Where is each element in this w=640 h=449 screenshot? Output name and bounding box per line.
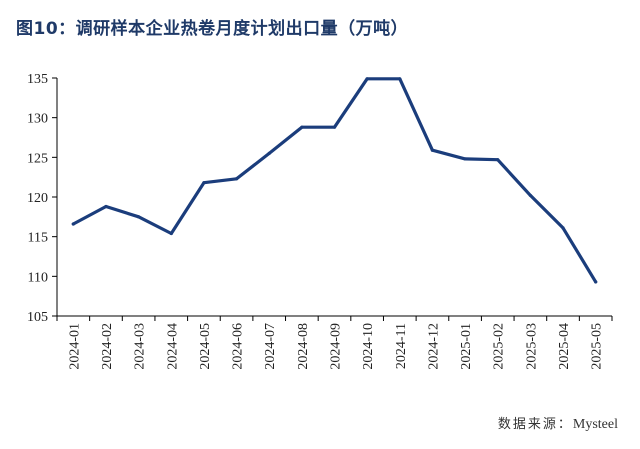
- x-tick-label: 2024-08: [296, 323, 311, 370]
- y-tick-label: 105: [27, 310, 48, 325]
- x-tick-label: 2024-05: [198, 323, 213, 370]
- data-point: [594, 280, 598, 284]
- x-tick-label: 2025-04: [557, 323, 572, 370]
- data-point: [528, 193, 532, 198]
- chart-title: 图10：调研样本企业热卷月度计划出口量（万吨）: [16, 19, 409, 39]
- y-tick-label: 115: [28, 231, 48, 246]
- x-tick-label: 2024-09: [329, 323, 344, 370]
- x-tick-label: 2024-06: [231, 323, 246, 370]
- data-point: [463, 157, 467, 161]
- x-tick-label: 2025-01: [459, 323, 474, 370]
- series-line: [71, 77, 598, 284]
- y-tick-label: 125: [27, 151, 48, 166]
- x-tick-label: 2024-01: [67, 323, 82, 370]
- data-point: [561, 226, 565, 230]
- data-point: [104, 204, 108, 209]
- data-point: [365, 77, 369, 81]
- y-tick-label: 130: [27, 112, 48, 127]
- y-tick-label: 110: [28, 270, 48, 285]
- data-point: [300, 125, 304, 129]
- x-tick-label: 2024-12: [426, 323, 441, 370]
- data-point: [169, 231, 173, 236]
- x-tick-label: 2024-04: [165, 323, 180, 370]
- data-point: [332, 125, 337, 129]
- x-tick-label: 2024-02: [100, 323, 115, 370]
- x-tick-label: 2025-05: [590, 323, 605, 370]
- x-tick-label: 2025-02: [492, 323, 507, 370]
- chart-series: [71, 77, 598, 284]
- data-point: [234, 177, 239, 181]
- y-tick-label: 120: [27, 191, 48, 206]
- x-tick-label: 2024-07: [263, 323, 278, 370]
- x-tick-label: 2024-11: [394, 323, 409, 369]
- data-point: [430, 148, 435, 152]
- data-point: [267, 151, 271, 155]
- data-point: [496, 158, 500, 162]
- y-tick-label: 135: [27, 72, 48, 87]
- x-tick-label: 2025-03: [524, 323, 539, 370]
- source-label: 数据来源：: [497, 417, 573, 432]
- x-tick-label: 2024-03: [133, 323, 148, 370]
- data-point: [71, 222, 75, 226]
- chart-ticks: 105 110 115 120 125 130 135 2024-01 2024-02 2024-…: [27, 72, 613, 370]
- data-point: [137, 215, 141, 219]
- source-value: Mysteel: [572, 417, 618, 432]
- source-note: 数据来源：Mysteel: [498, 413, 618, 433]
- data-point: [202, 181, 206, 185]
- chart-axes: [56, 78, 612, 317]
- x-tick-label: 2024-10: [361, 323, 376, 370]
- data-point: [398, 77, 402, 81]
